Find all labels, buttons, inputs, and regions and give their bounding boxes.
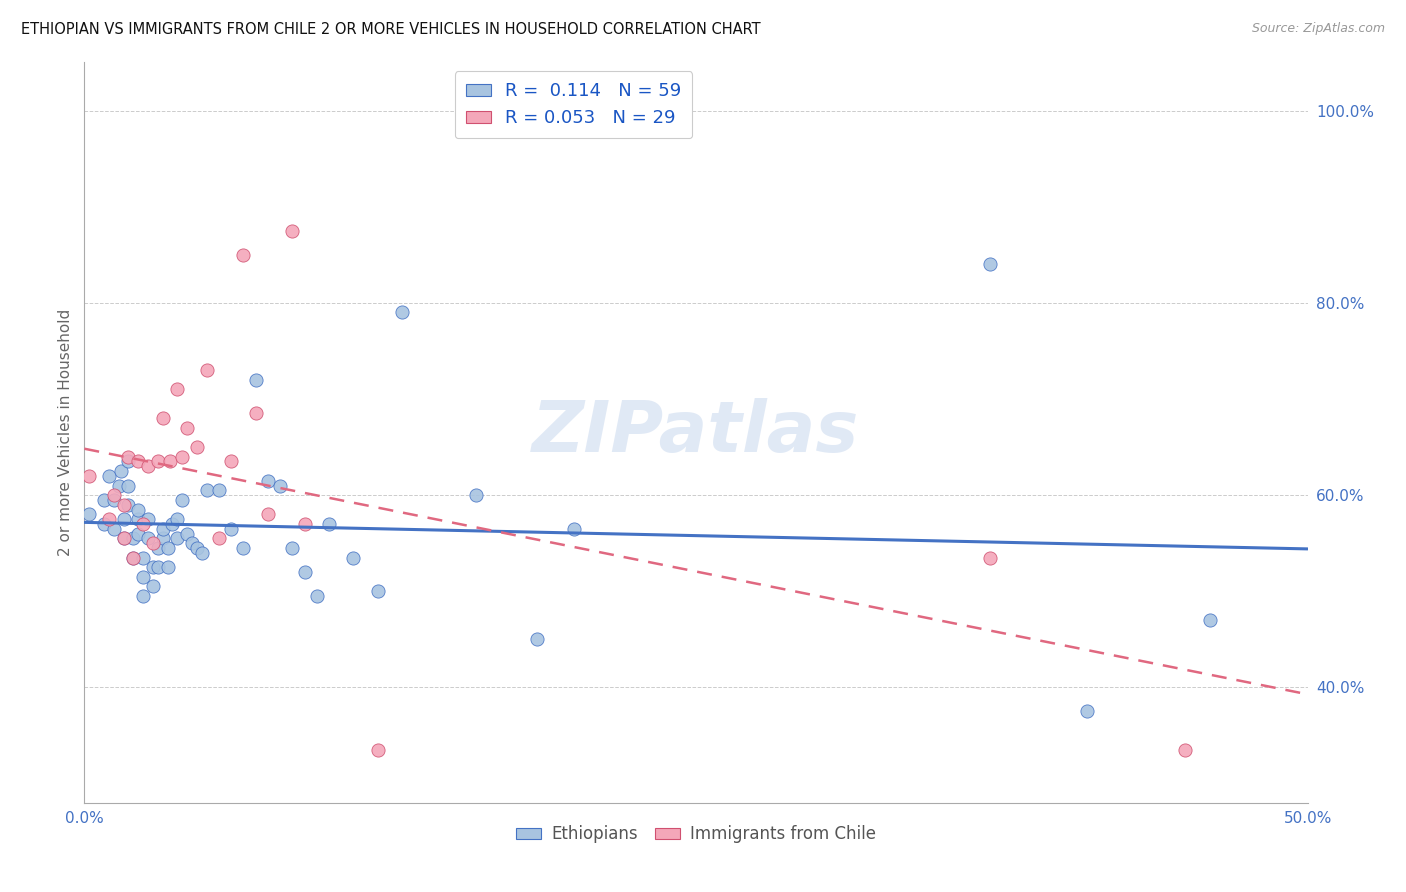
- Point: [127, 512, 149, 526]
- Point: [208, 532, 231, 546]
- Point: [208, 483, 231, 498]
- Point: [318, 516, 340, 531]
- Point: [195, 363, 218, 377]
- Point: [117, 454, 139, 468]
- Point: [257, 474, 280, 488]
- Point: [136, 512, 159, 526]
- Point: [112, 512, 135, 526]
- Point: [107, 478, 129, 492]
- Point: [127, 454, 149, 468]
- Point: [367, 743, 389, 757]
- Point: [136, 459, 159, 474]
- Y-axis label: 2 or more Vehicles in Household: 2 or more Vehicles in Household: [58, 309, 73, 557]
- Point: [281, 541, 304, 555]
- Point: [172, 450, 194, 464]
- Point: [97, 469, 120, 483]
- Point: [152, 411, 174, 425]
- Point: [166, 382, 188, 396]
- Point: [176, 526, 198, 541]
- Point: [1198, 613, 1220, 627]
- Point: [117, 478, 139, 492]
- Point: [146, 560, 169, 574]
- Point: [257, 508, 280, 522]
- Point: [103, 492, 125, 507]
- Point: [172, 492, 194, 507]
- Point: [122, 550, 145, 565]
- Point: [142, 560, 165, 574]
- Point: [367, 584, 389, 599]
- Point: [142, 579, 165, 593]
- Point: [176, 421, 198, 435]
- Point: [281, 224, 304, 238]
- Point: [152, 532, 174, 546]
- Point: [342, 550, 364, 565]
- Legend: Ethiopians, Immigrants from Chile: Ethiopians, Immigrants from Chile: [509, 819, 883, 850]
- Point: [77, 508, 100, 522]
- Point: [132, 570, 155, 584]
- Point: [127, 526, 149, 541]
- Text: ETHIOPIAN VS IMMIGRANTS FROM CHILE 2 OR MORE VEHICLES IN HOUSEHOLD CORRELATION C: ETHIOPIAN VS IMMIGRANTS FROM CHILE 2 OR …: [21, 22, 761, 37]
- Point: [156, 541, 179, 555]
- Point: [103, 522, 125, 536]
- Point: [146, 454, 169, 468]
- Point: [112, 498, 135, 512]
- Text: ZIPatlas: ZIPatlas: [533, 398, 859, 467]
- Point: [93, 516, 115, 531]
- Point: [166, 532, 188, 546]
- Point: [195, 483, 218, 498]
- Point: [112, 532, 135, 546]
- Point: [117, 498, 139, 512]
- Point: [77, 469, 100, 483]
- Point: [93, 492, 115, 507]
- Point: [136, 532, 159, 546]
- Point: [562, 522, 585, 536]
- Point: [110, 464, 132, 478]
- Point: [166, 512, 188, 526]
- Point: [391, 305, 413, 319]
- Point: [219, 454, 242, 468]
- Point: [112, 532, 135, 546]
- Point: [122, 532, 145, 546]
- Text: Source: ZipAtlas.com: Source: ZipAtlas.com: [1251, 22, 1385, 36]
- Point: [159, 454, 181, 468]
- Point: [294, 516, 316, 531]
- Point: [232, 248, 254, 262]
- Point: [103, 488, 125, 502]
- Point: [132, 516, 155, 531]
- Point: [219, 522, 242, 536]
- Point: [269, 478, 291, 492]
- Point: [305, 589, 328, 603]
- Point: [979, 550, 1001, 565]
- Point: [152, 522, 174, 536]
- Point: [142, 536, 165, 550]
- Point: [97, 512, 120, 526]
- Point: [186, 541, 208, 555]
- Point: [979, 257, 1001, 271]
- Point: [117, 450, 139, 464]
- Point: [294, 565, 316, 579]
- Point: [1076, 705, 1098, 719]
- Point: [132, 589, 155, 603]
- Point: [191, 546, 214, 560]
- Point: [245, 373, 267, 387]
- Point: [464, 488, 486, 502]
- Point: [127, 502, 149, 516]
- Point: [181, 536, 204, 550]
- Point: [146, 541, 169, 555]
- Point: [232, 541, 254, 555]
- Point: [186, 440, 208, 454]
- Point: [122, 550, 145, 565]
- Point: [162, 516, 184, 531]
- Point: [132, 550, 155, 565]
- Point: [156, 560, 179, 574]
- Point: [1174, 743, 1197, 757]
- Point: [245, 406, 267, 420]
- Point: [526, 632, 548, 647]
